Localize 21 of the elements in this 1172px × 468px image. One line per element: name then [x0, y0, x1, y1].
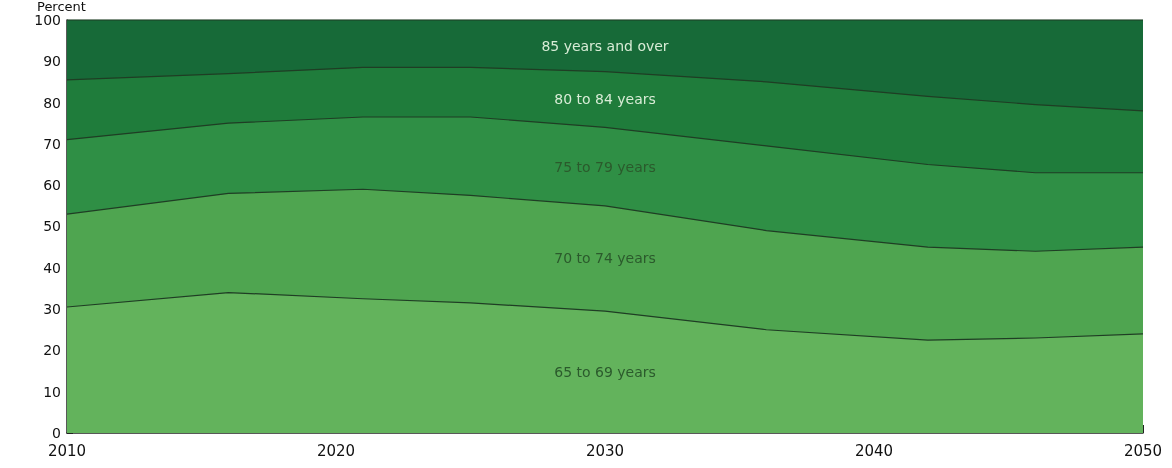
x-tick-label: 2040 — [854, 441, 894, 460]
y-axis-title: Percent — [37, 0, 86, 14]
x-tick-label: 2030 — [585, 441, 625, 460]
x-tick-label: 2050 — [1123, 441, 1163, 460]
series-label: 70 to 74 years — [554, 250, 656, 267]
y-tick-label: 0 — [52, 425, 61, 441]
series-label: 85 years and over — [541, 37, 669, 54]
x-tick-label: 2020 — [316, 441, 356, 460]
y-tick-label: 50 — [43, 218, 61, 235]
series-label: 65 to 69 years — [554, 364, 656, 381]
y-tick-label: 70 — [43, 135, 61, 152]
x-tick-label: 2010 — [47, 441, 87, 460]
y-tick-label: 80 — [43, 94, 61, 111]
series-label: 80 to 84 years — [554, 91, 656, 108]
y-tick-label: 30 — [43, 301, 61, 318]
y-tick-label: 90 — [43, 53, 61, 70]
y-tick-label: 20 — [43, 342, 61, 359]
y-tick-label: 40 — [43, 259, 61, 276]
y-tick-label: 100 — [34, 11, 61, 28]
y-tick-label: 10 — [43, 383, 61, 400]
y-tick-label: 60 — [43, 177, 61, 194]
